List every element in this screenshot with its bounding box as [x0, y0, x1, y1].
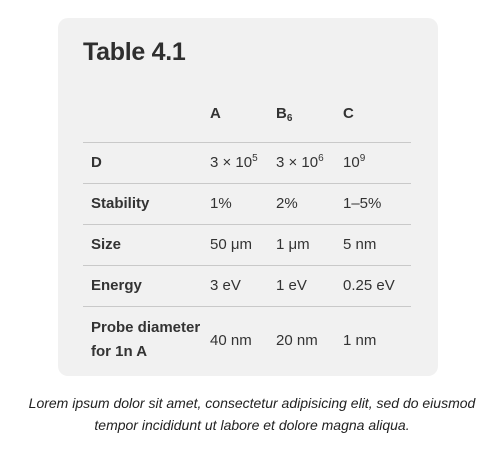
- cell-b-exponent: 6: [318, 153, 324, 164]
- cell-a: 3 eV: [210, 277, 241, 294]
- cell-a: 3 × 105: [210, 142, 276, 183]
- header-column-b-subscript: 6: [286, 113, 293, 124]
- cell-c-exponent: 9: [359, 153, 366, 164]
- row-label: D: [91, 153, 102, 171]
- cell-a: 1%: [210, 195, 232, 212]
- cell-c: 109: [343, 142, 411, 183]
- row-label: Stability: [91, 194, 150, 212]
- data-table: A B6 C D 3 × 105 3 × 106 109 Stability 1…: [83, 102, 411, 374]
- table-row-probe-diameter: Probe diameter for 1n A 40 nm 20 nm 1 nm: [83, 306, 411, 374]
- row-label: Size: [91, 235, 122, 253]
- table-row-size: Size 50 μm 1 μm 5 nm: [83, 224, 411, 265]
- caption-line-1: Lorem ipsum dolor sit amet, consectetur …: [28, 395, 476, 411]
- table-row-d: D 3 × 105 3 × 106 109: [83, 142, 411, 183]
- cell-c: 5 nm: [343, 236, 377, 253]
- cell-a-base: 3 × 10: [210, 154, 253, 171]
- row-label: Probe diameter for 1n A: [91, 319, 201, 361]
- cell-c: 0.25 eV: [343, 277, 395, 294]
- cell-a: 40 nm: [210, 331, 252, 349]
- header-empty-cell: [83, 102, 210, 143]
- cell-a-exponent: 5: [252, 153, 258, 164]
- header-column-a: A: [210, 102, 276, 143]
- cell-b: 1 μm: [276, 236, 310, 253]
- table-title: Table 4.1: [83, 38, 186, 66]
- cell-b: 2%: [276, 195, 298, 212]
- table-caption: Lorem ipsum dolor sit amet, consectetur …: [0, 392, 504, 436]
- table-card: Table 4.1 A B6 C D 3 × 105 3 × 106 109 S…: [58, 18, 438, 376]
- caption-line-2: tempor incididunt ut labore et dolore ma…: [94, 417, 410, 433]
- cell-b-base: 3 × 10: [276, 154, 319, 171]
- row-label: Energy: [91, 276, 142, 294]
- table-row-stability: Stability 1% 2% 1–5%: [83, 183, 411, 224]
- cell-c: 1 nm: [343, 331, 377, 349]
- table-header-row: A B6 C: [83, 102, 411, 143]
- header-column-b: B6: [276, 102, 343, 143]
- cell-c-base: 10: [343, 154, 360, 171]
- cell-a: 50 μm: [210, 236, 252, 253]
- table-row-energy: Energy 3 eV 1 eV 0.25 eV: [83, 265, 411, 306]
- header-column-b-base: B: [276, 105, 287, 122]
- header-column-c: C: [343, 102, 411, 143]
- cell-b: 3 × 106: [276, 142, 343, 183]
- cell-b: 20 nm: [276, 331, 318, 349]
- cell-b: 1 eV: [276, 277, 307, 294]
- cell-c: 1–5%: [343, 195, 382, 212]
